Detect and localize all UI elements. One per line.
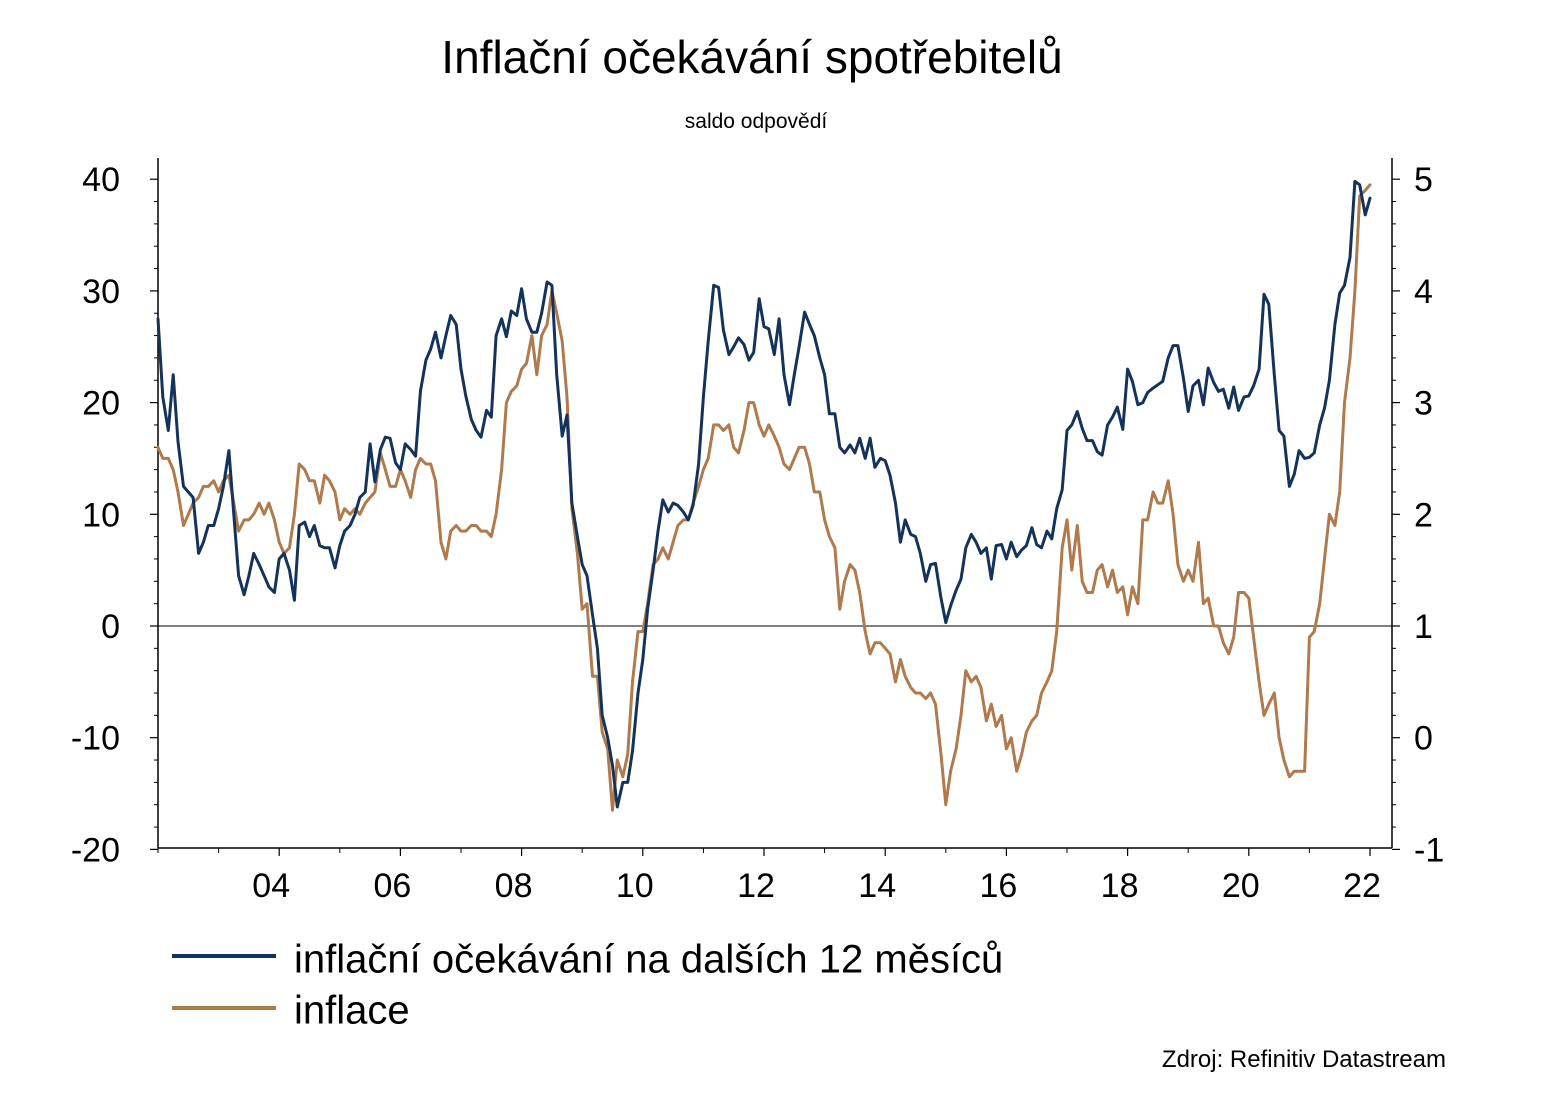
y-right-tick-label: 3 <box>1414 385 1433 423</box>
y-left-tick-label: 40 <box>82 161 120 199</box>
y-left-tick-label: 0 <box>101 608 120 646</box>
y-left-tick-label: -20 <box>71 831 120 869</box>
y-left-tick-label: 20 <box>82 385 120 423</box>
y-left-tick-label: -10 <box>71 720 120 758</box>
x-tick-label: 04 <box>252 867 290 905</box>
y-right-tick-label: -1 <box>1414 831 1444 869</box>
x-tick-label: 14 <box>858 867 896 905</box>
x-tick-label: 22 <box>1343 867 1381 905</box>
legend-label-expectations: inflační očekávání na dalších 12 měsíců <box>294 938 1003 982</box>
y-right-tick-label: 4 <box>1414 273 1433 311</box>
series-layer <box>156 179 1372 812</box>
x-tick-label: 06 <box>373 867 411 905</box>
x-tick-label: 16 <box>979 867 1017 905</box>
legend-label-inflation: inflace <box>294 989 410 1033</box>
chart-subtitle: saldo odpovědí <box>685 110 828 133</box>
series-line-inflation <box>156 183 1372 812</box>
x-tick-label: 20 <box>1222 867 1260 905</box>
x-tick-label: 12 <box>737 867 775 905</box>
series-line-expectations <box>156 179 1372 809</box>
x-tick-label: 08 <box>495 867 533 905</box>
legend: inflační očekávání na dalších 12 měsíců … <box>172 938 1003 1033</box>
y-left-tick-label: 30 <box>82 273 120 311</box>
x-tick-label: 18 <box>1101 867 1139 905</box>
y-right-tick-label: 1 <box>1414 608 1433 646</box>
y-left-tick-label: 10 <box>82 496 120 534</box>
source-note: Zdroj: Refinitiv Datastream <box>1162 1046 1446 1073</box>
y-right-tick-label: 5 <box>1414 161 1433 199</box>
y-right-tick-label: 0 <box>1414 720 1433 758</box>
plot-area <box>150 158 1400 856</box>
chart-title: Inflační očekávání spotřebitelů <box>441 31 1062 83</box>
x-tick-label: 10 <box>616 867 654 905</box>
y-right-tick-label: 2 <box>1414 496 1433 534</box>
